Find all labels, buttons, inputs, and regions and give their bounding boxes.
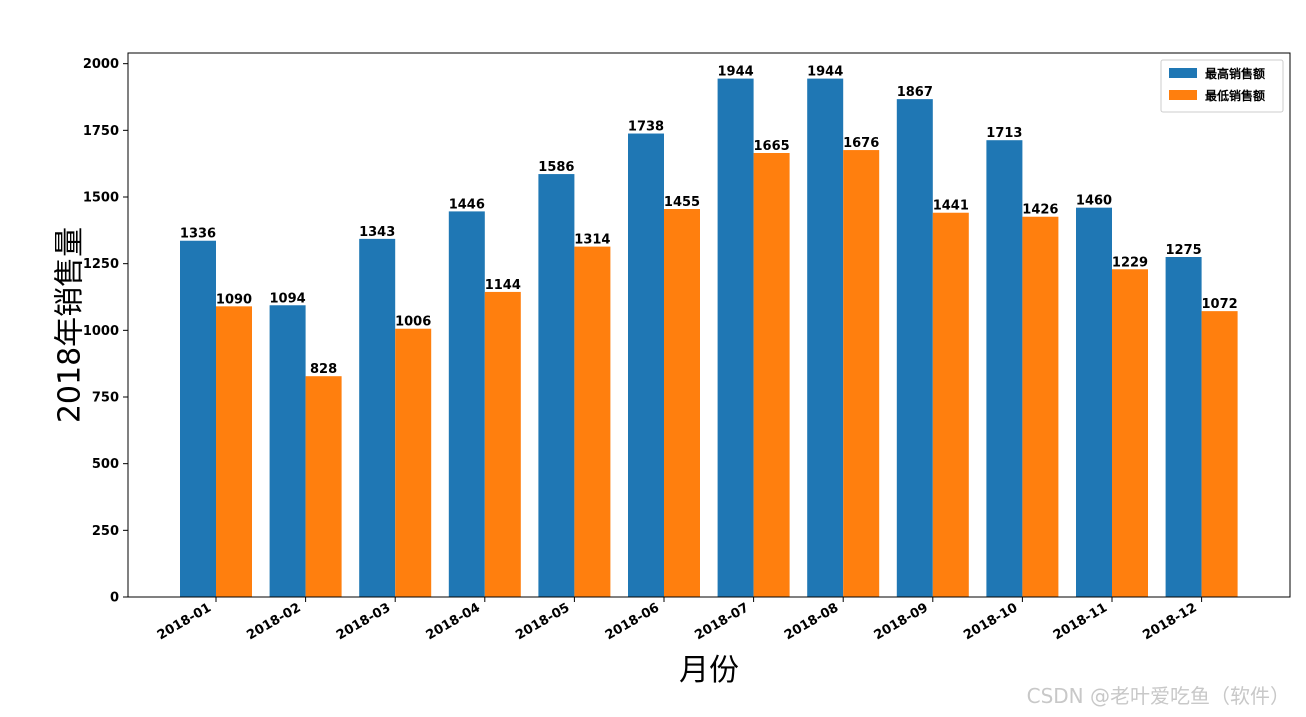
y-tick-label: 0	[110, 591, 119, 606]
bar-max-2018-07	[717, 78, 754, 598]
y-tick-label: 1750	[83, 124, 119, 139]
bar-value-label: 1275	[1166, 243, 1202, 258]
y-tick-label: 1500	[83, 191, 119, 206]
bar-max-2018-02	[269, 305, 306, 597]
y-tick-label: 250	[92, 524, 119, 539]
bar-value-label: 1665	[754, 139, 790, 154]
bars-layer	[180, 78, 1238, 598]
bar-max-2018-05	[538, 174, 575, 598]
bar-value-label: 1713	[986, 126, 1022, 141]
bar-value-label: 1944	[807, 65, 843, 80]
bar-min-2018-07	[753, 153, 790, 597]
bar-value-label: 1867	[897, 85, 933, 100]
x-tick-label: 2018-01	[155, 600, 214, 643]
bar-max-2018-04	[448, 211, 485, 597]
x-tick-label: 2018-03	[334, 600, 393, 643]
x-tick-label: 2018-09	[872, 600, 931, 643]
y-tick-label: 2000	[83, 57, 119, 72]
bar-value-label: 1446	[449, 197, 485, 212]
bar-value-label: 1229	[1112, 255, 1148, 270]
bar-min-2018-06	[664, 209, 700, 597]
bar-value-label: 1144	[485, 278, 521, 293]
x-tick-label: 2018-12	[1140, 600, 1199, 643]
legend-swatch	[1169, 68, 1197, 78]
bar-min-2018-04	[484, 291, 521, 597]
bar-min-2018-02	[305, 376, 342, 597]
y-axis: 0 250 500 750 1000 1250 1500 1750 2000	[83, 57, 128, 606]
bar-value-label: 1072	[1202, 297, 1238, 312]
bar-min-2018-03	[395, 328, 432, 597]
legend-label: 最低销售额	[1205, 88, 1265, 103]
bar-max-2018-09	[896, 99, 933, 597]
y-axis-title: 2018年销售量	[53, 227, 88, 423]
bar-value-label: 1738	[628, 120, 664, 135]
bar-min-2018-10	[1022, 216, 1059, 597]
legend-label: 最高销售额	[1205, 66, 1265, 81]
x-tick-label: 2018-07	[692, 600, 751, 643]
bar-min-2018-11	[1112, 269, 1148, 597]
bar-value-label: 1676	[843, 136, 879, 151]
bar-max-2018-11	[1076, 207, 1112, 597]
y-tick-label: 750	[92, 391, 119, 406]
bar-max-2018-01	[180, 240, 216, 597]
x-axis-title: 月份	[679, 653, 739, 688]
x-tick-label: 2018-06	[603, 600, 662, 643]
x-tick-label: 2018-02	[244, 600, 303, 643]
watermark-text: CSDN @老叶爱吃鱼（软件）	[1027, 684, 1290, 708]
plot-frame	[127, 52, 1291, 598]
bar-max-2018-03	[359, 238, 396, 597]
bar-value-label: 1944	[718, 65, 754, 80]
bar-max-2018-10	[986, 140, 1023, 597]
bar-labels-layer: 1336 1090 1094 828 1343 1006 1446 1144 1586 1314 1…	[180, 65, 1238, 378]
legend-swatch	[1169, 90, 1197, 100]
bar-value-label: 1441	[933, 199, 969, 214]
y-tick-label: 1000	[83, 324, 119, 339]
x-axis: 2018-01 2018-02 2018-03 2018-04 2018-05 2018-…	[155, 597, 1203, 643]
x-tick-label: 2018-11	[1051, 600, 1110, 643]
bar-min-2018-01	[216, 306, 252, 597]
bar-min-2018-09	[932, 212, 969, 597]
bar-value-label: 1006	[395, 315, 431, 330]
bar-value-label: 1090	[216, 292, 252, 307]
y-tick-label: 500	[92, 457, 119, 472]
x-tick-label: 2018-05	[513, 600, 572, 643]
bar-max-2018-08	[807, 78, 844, 598]
bar-min-2018-08	[843, 150, 880, 598]
bar-max-2018-12	[1165, 257, 1202, 597]
bar-value-label: 1455	[664, 195, 700, 210]
bar-value-label: 1094	[270, 291, 306, 306]
bar-min-2018-05	[574, 246, 611, 597]
bar-value-label: 1343	[359, 225, 395, 240]
bar-value-label: 1460	[1076, 194, 1112, 209]
x-tick-label: 2018-10	[961, 600, 1020, 643]
bar-value-label: 1314	[574, 233, 610, 248]
bar-max-2018-06	[628, 133, 664, 598]
bar-value-label: 828	[310, 362, 337, 377]
bar-value-label: 1586	[538, 160, 574, 175]
bar-value-label: 1336	[180, 227, 216, 242]
x-tick-label: 2018-08	[782, 600, 841, 643]
x-tick-label: 2018-04	[424, 600, 483, 643]
bar-min-2018-12	[1201, 311, 1238, 597]
bar-value-label: 1426	[1022, 203, 1058, 218]
y-tick-label: 1250	[83, 257, 119, 272]
